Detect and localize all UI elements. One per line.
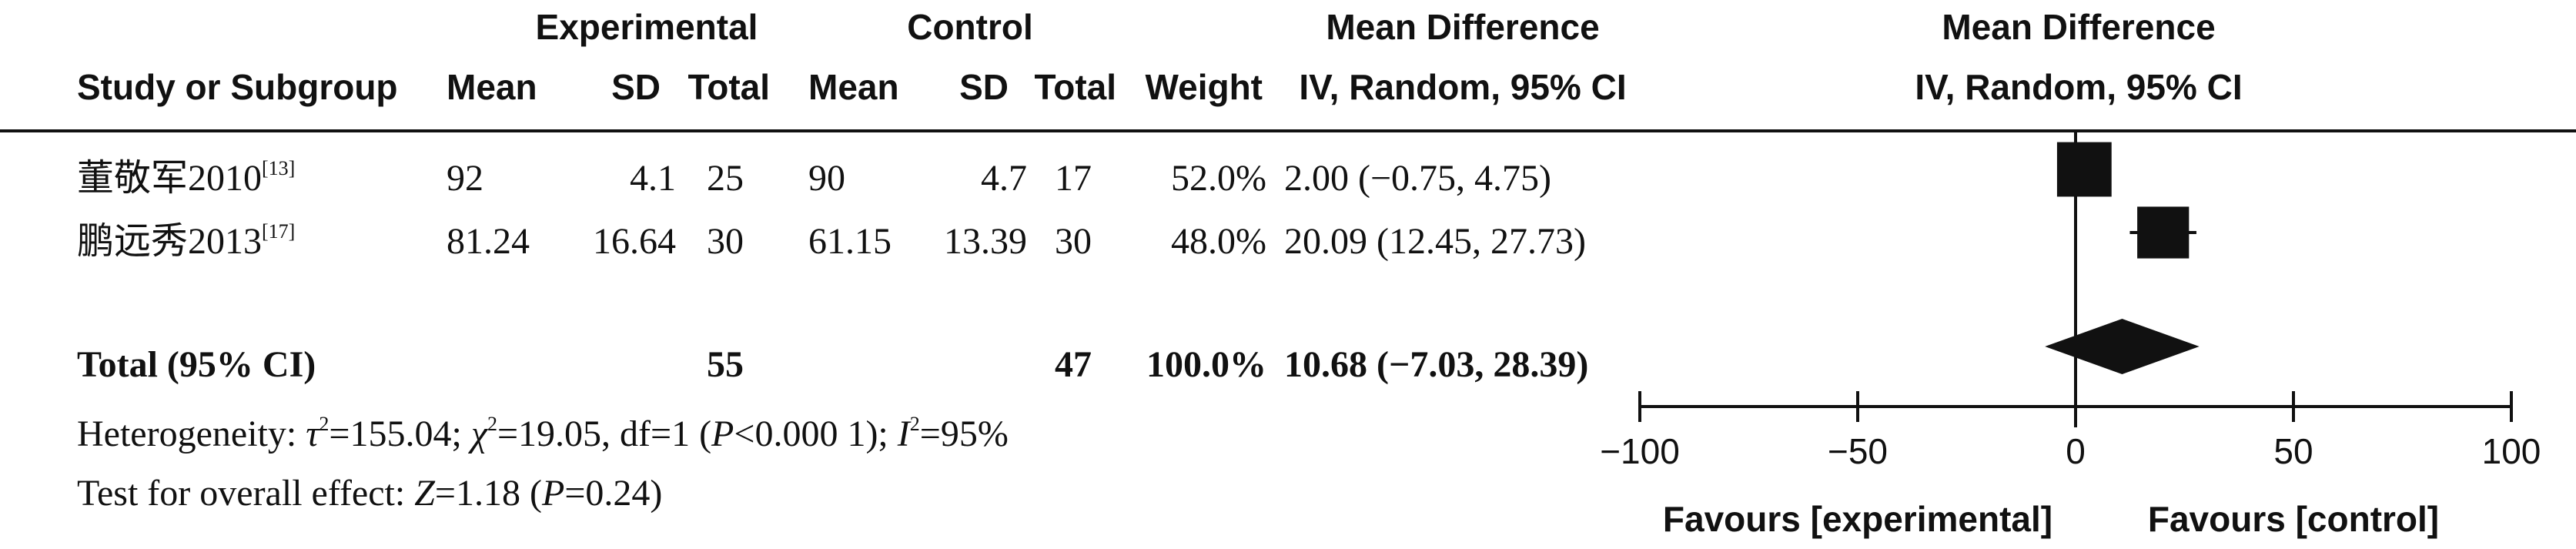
favours-experimental-label: Favours [experimental] — [1663, 499, 2052, 539]
overall-effect-line: Test for overall effect: Z=1.18 (P=0.24) — [77, 473, 663, 514]
total2-sum: 47 — [1055, 344, 1092, 385]
x-tick-label: −50 — [1828, 431, 1888, 471]
study-name: 鹏远秀2013[17] — [77, 220, 296, 262]
total1-sum: 55 — [707, 344, 744, 385]
effect-method-header: IV, Random, 95% CI — [1299, 67, 1627, 107]
ci-value: 2.00 (−0.75, 4.75) — [1284, 158, 1552, 199]
heterogeneity-line: Heterogeneity: τ2=155.04; χ2=19.05, df=1… — [77, 413, 1009, 454]
total2-column-header: Total — [1034, 67, 1116, 107]
ci-value: 20.09 (12.45, 27.73) — [1284, 221, 1586, 262]
total1-value: 25 — [707, 158, 744, 199]
study-effect-square — [2056, 142, 2112, 197]
total2-value: 17 — [1055, 158, 1092, 199]
plot-group-header: Mean Difference — [1942, 7, 2216, 47]
header-rule — [0, 129, 2576, 132]
mean1-column-header: Mean — [447, 67, 537, 107]
sd1-value: 16.64 — [593, 221, 676, 262]
mean2-value: 90 — [808, 158, 845, 199]
x-tick-label: 0 — [2066, 431, 2086, 471]
favours-control-label: Favours [control] — [2148, 499, 2439, 539]
weight-value: 48.0% — [1171, 221, 1266, 262]
study-effect-square — [2137, 206, 2190, 259]
total-label: Total (95% CI) — [77, 344, 316, 385]
mean1-value: 81.24 — [447, 221, 530, 262]
mean1-value: 92 — [447, 158, 483, 199]
effect-group-header: Mean Difference — [1326, 7, 1600, 47]
sd2-value: 4.7 — [981, 158, 1027, 199]
sd1-column-header: SD — [611, 67, 661, 107]
control-group-header: Control — [907, 7, 1033, 47]
plot-method-header: IV, Random, 95% CI — [1915, 67, 2243, 107]
total2-value: 30 — [1055, 221, 1092, 262]
study-column-header: Study or Subgroup — [77, 67, 398, 107]
sd2-value: 13.39 — [944, 221, 1027, 262]
experimental-group-header: Experimental — [535, 7, 758, 47]
mean2-value: 61.15 — [808, 221, 892, 262]
x-tick-label: 100 — [2482, 431, 2541, 471]
total1-value: 30 — [707, 221, 744, 262]
sd1-value: 4.1 — [630, 158, 676, 199]
study-name: 董敬军2010[13] — [77, 157, 296, 199]
x-tick-label: 50 — [2273, 431, 2313, 471]
weight-value: 52.0% — [1171, 158, 1266, 199]
mean2-column-header: Mean — [808, 67, 899, 107]
pooled-effect-diamond — [2045, 319, 2200, 374]
total1-column-header: Total — [687, 67, 770, 107]
x-tick-label: −100 — [1600, 431, 1680, 471]
total-weight: 100.0% — [1146, 344, 1266, 385]
weight-column-header: Weight — [1145, 67, 1263, 107]
sd2-column-header: SD — [959, 67, 1009, 107]
total-ci: 10.68 (−7.03, 28.39) — [1284, 344, 1589, 385]
